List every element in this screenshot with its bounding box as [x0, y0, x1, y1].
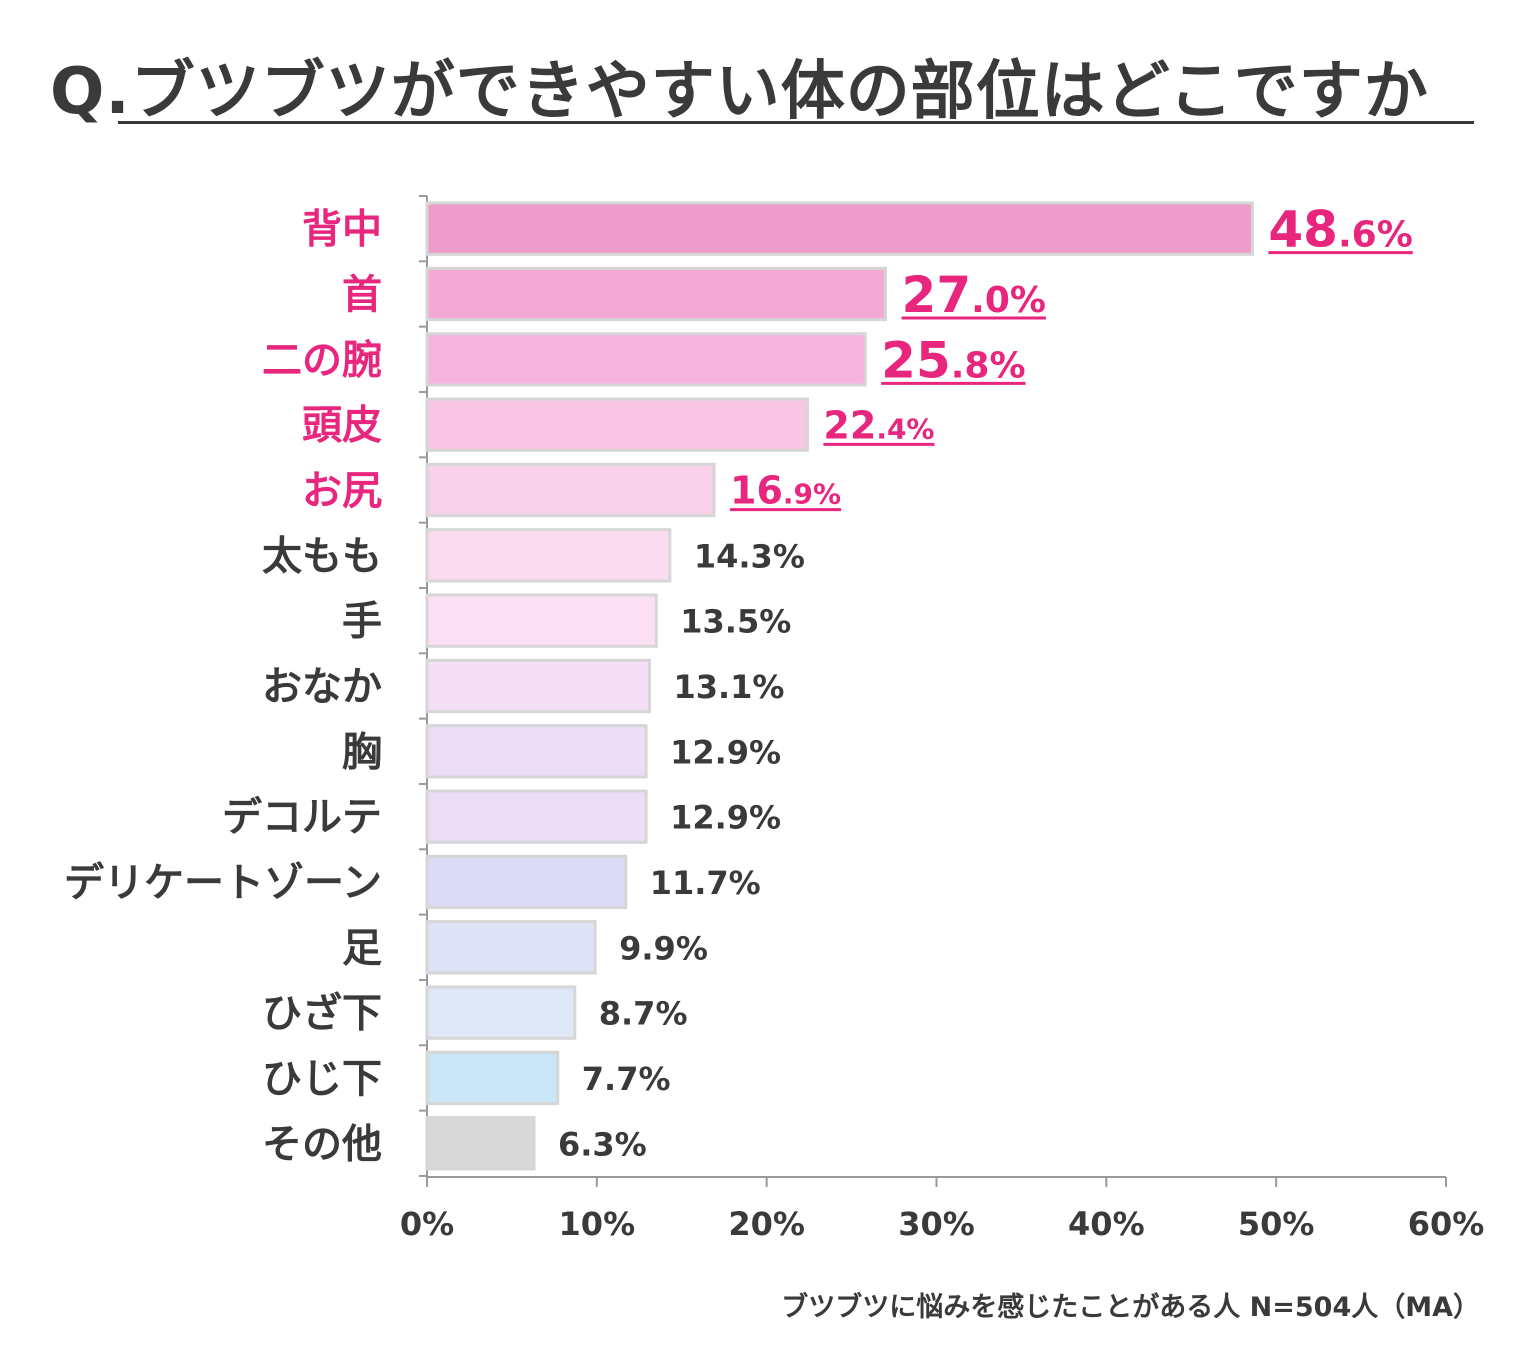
value-label: 12.9% [670, 799, 781, 837]
bar [425, 332, 867, 387]
x-tick-label: 20% [728, 1205, 805, 1243]
value-label: 7.7% [582, 1060, 671, 1098]
category-label: ひじ下 [262, 1056, 382, 1102]
category-label: お尻 [302, 468, 382, 514]
x-tick-label: 40% [1068, 1205, 1145, 1243]
x-tick-label: 0% [400, 1205, 454, 1243]
x-tick-label: 60% [1408, 1205, 1485, 1243]
value-label: 16.9% [730, 469, 841, 513]
value-label: 25.8% [881, 331, 1025, 389]
value-label: 9.9% [619, 929, 708, 967]
x-tick-label: 50% [1238, 1205, 1315, 1243]
category-label: 胸 [342, 729, 382, 775]
x-tick-label: 30% [898, 1205, 975, 1243]
category-label: デリケートゾーン [64, 860, 382, 906]
bar [425, 201, 1254, 256]
value-label: 22.4% [823, 403, 934, 447]
value-label: 13.5% [680, 603, 791, 641]
bar [425, 985, 577, 1040]
category-label: 首 [342, 272, 382, 318]
title-underline [118, 121, 1474, 124]
bar [425, 920, 597, 975]
category-label: 頭皮 [302, 403, 382, 449]
value-label: 8.7% [599, 995, 688, 1033]
category-label: 二の腕 [262, 337, 382, 383]
category-label: 手 [342, 599, 382, 645]
value-label: 12.9% [670, 733, 781, 771]
value-label: 27.0% [902, 266, 1046, 324]
bar [425, 462, 716, 518]
value-label: 11.7% [650, 864, 761, 902]
value-label: 14.3% [694, 537, 805, 575]
bar [425, 266, 888, 322]
bar [425, 528, 672, 583]
bar [425, 1050, 560, 1106]
category-label: 太もも [262, 533, 382, 579]
category-label: その他 [262, 1121, 382, 1167]
bar [425, 658, 651, 714]
category-label: ひざ下 [262, 991, 382, 1037]
sample-footnote: ブツブツに悩みを感じたことがある人 N=504人（MA） [781, 1292, 1480, 1323]
chart-title: Q.ブツブツができやすい体の部位はどこですか [50, 55, 1429, 129]
bar [425, 593, 658, 648]
category-label: デコルテ [222, 795, 382, 841]
value-label: 13.1% [673, 668, 784, 706]
bar [425, 724, 648, 779]
category-label: 背中 [302, 207, 382, 253]
bar [425, 1116, 536, 1171]
category-label: おなか [262, 664, 382, 710]
value-label: 48.6% [1268, 201, 1412, 259]
x-tick-label: 10% [559, 1205, 636, 1243]
category-label: 足 [342, 925, 382, 971]
value-label: 6.3% [558, 1125, 647, 1163]
bar [425, 789, 648, 844]
bar [425, 854, 628, 910]
bar [425, 397, 809, 452]
